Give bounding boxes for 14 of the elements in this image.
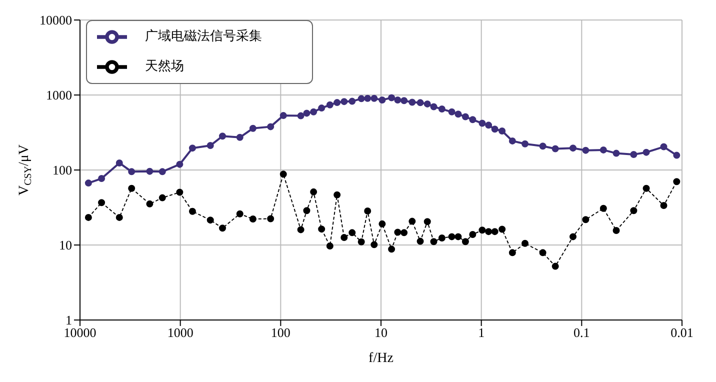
x-tick-label: 100: [270, 325, 290, 340]
x-tick-label: 0.01: [670, 325, 694, 340]
x-tick-label: 1: [478, 325, 485, 340]
x-tick-label: 10: [374, 325, 388, 340]
y-tick-label: 10: [59, 238, 72, 253]
y-tick-label: 100: [52, 162, 72, 178]
y-tick-label: 1000: [46, 88, 72, 103]
x-tick-label: 1000: [167, 325, 194, 340]
legend-label: 广域电磁法信号采集: [145, 28, 262, 43]
legend-label: 天然场: [145, 58, 184, 73]
y-tick-label: 1: [66, 312, 72, 328]
y-tick-label: 10000: [40, 12, 72, 28]
x-axis-title: f/Hz: [368, 351, 394, 366]
x-tick-label: 0.1: [574, 325, 590, 340]
